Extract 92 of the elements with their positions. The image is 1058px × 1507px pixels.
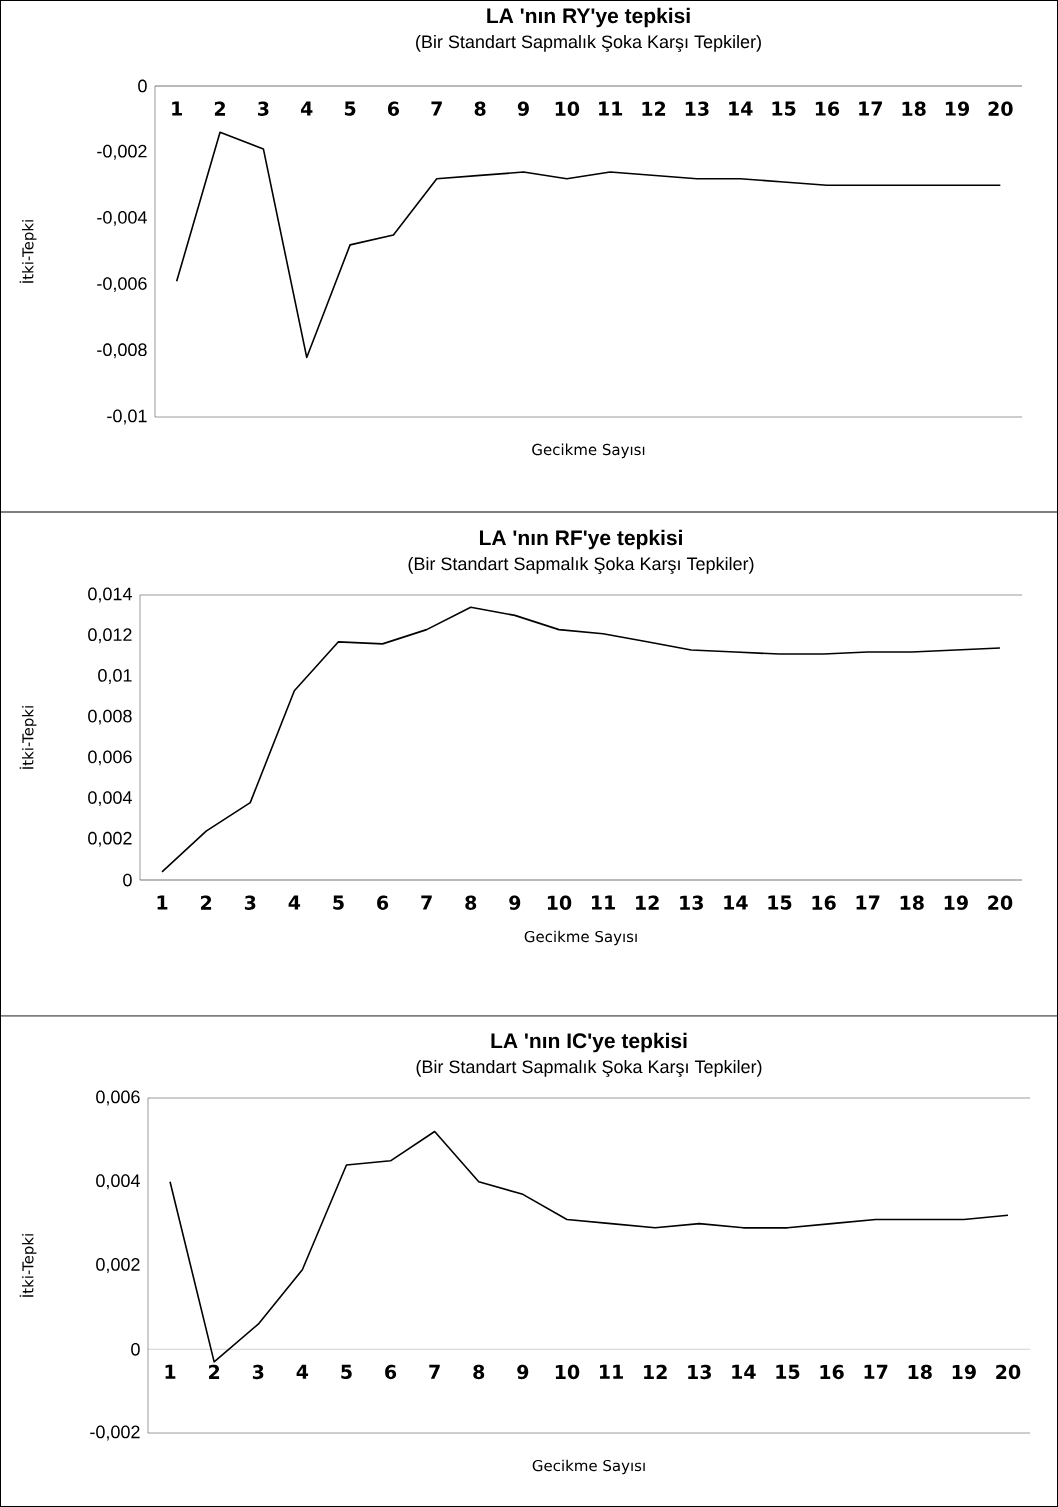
x-tick-label: 17 xyxy=(859,101,882,116)
x-tick-label: 4 xyxy=(300,101,313,116)
x-tick-label: 16 xyxy=(815,101,840,116)
chart-subtitle: (Bir Standart Sapmalık Şoka Karşı Tepkiler) xyxy=(408,556,754,574)
x-tick-label: 7 xyxy=(429,1364,440,1379)
x-tick-label: 13 xyxy=(685,101,709,116)
y-tick-label: 0,002 xyxy=(88,831,132,847)
x-axis-title: Gecikme Sayısı xyxy=(532,1459,645,1475)
y-tick-label: -0,01 xyxy=(107,409,147,425)
x-tick-label: 6 xyxy=(385,1364,397,1380)
y-axis-title: İtki-Tepki xyxy=(19,1234,37,1297)
x-tick-label: 2 xyxy=(201,895,212,910)
x-tick-label: 1 xyxy=(165,1364,176,1379)
x-tick-label: 14 xyxy=(729,101,753,116)
x-tick-label: 16 xyxy=(820,1364,844,1380)
x-tick-label: 10 xyxy=(555,101,580,116)
x-tick-label: 6 xyxy=(387,101,400,116)
x-tick-label: 15 xyxy=(772,101,796,116)
x-tick-label: 4 xyxy=(288,895,301,910)
x-axis-title: Gecikme Sayısı xyxy=(524,930,637,946)
x-tick-label: 3 xyxy=(244,895,256,910)
x-tick-label: 8 xyxy=(473,1364,485,1380)
x-tick-label: 3 xyxy=(258,101,269,116)
x-tick-label: 14 xyxy=(724,895,748,910)
x-tick-label: 10 xyxy=(555,1364,580,1380)
y-tick-label: -0,008 xyxy=(97,343,147,359)
x-tick-label: 19 xyxy=(945,101,969,116)
y-tick-label: 0,014 xyxy=(88,587,132,603)
x-tick-label: 5 xyxy=(341,1364,352,1379)
y-tick-label: -0,002 xyxy=(90,1425,140,1441)
x-tick-label: 3 xyxy=(252,1364,264,1380)
x-tick-label: 9 xyxy=(517,1364,529,1380)
x-tick-label: 12 xyxy=(642,101,666,116)
x-tick-label: 20 xyxy=(996,1364,1021,1380)
x-tick-label: 11 xyxy=(599,101,623,116)
x-tick-label: 5 xyxy=(333,895,344,910)
x-tick-label: 10 xyxy=(547,895,572,910)
x-tick-label: 9 xyxy=(509,895,521,910)
x-tick-label: 7 xyxy=(421,895,432,910)
x-tick-label: 1 xyxy=(157,895,168,910)
chart-title: LA 'nın RY'ye tepkisi xyxy=(487,7,690,28)
y-tick-label: 0,004 xyxy=(96,1174,140,1190)
x-tick-label: 9 xyxy=(517,101,529,116)
y-tick-label: 0 xyxy=(131,1342,140,1356)
x-tick-label: 4 xyxy=(296,1364,309,1379)
x-tick-label: 1 xyxy=(172,101,182,116)
x-tick-label: 8 xyxy=(474,101,486,116)
x-tick-label: 16 xyxy=(812,895,836,910)
y-axis-title: İtki-Tepki xyxy=(19,706,37,769)
x-tick-label: 2 xyxy=(214,101,225,116)
y-tick-label: 0,006 xyxy=(88,750,132,766)
x-tick-label: 8 xyxy=(465,895,477,910)
y-tick-label: 0,008 xyxy=(88,709,132,725)
x-axis-title: Gecikme Sayısı xyxy=(532,443,645,459)
x-tick-label: 14 xyxy=(732,1364,756,1379)
x-tick-label: 5 xyxy=(344,101,356,116)
x-tick-label: 15 xyxy=(776,1364,800,1379)
y-tick-label: 0 xyxy=(123,873,132,887)
y-tick-label: 0,002 xyxy=(96,1258,140,1273)
x-tick-label: 18 xyxy=(902,101,926,116)
x-tick-label: 13 xyxy=(688,1364,711,1380)
y-tick-label: 0,006 xyxy=(96,1090,140,1106)
x-tick-label: 17 xyxy=(864,1364,888,1379)
y-tick-label: -0,006 xyxy=(97,277,147,293)
x-tick-label: 15 xyxy=(768,895,792,910)
x-tick-label: 2 xyxy=(209,1364,220,1379)
x-tick-label: 17 xyxy=(856,895,880,910)
y-tick-label: 0,004 xyxy=(88,791,132,807)
x-tick-label: 13 xyxy=(680,895,703,910)
x-tick-label: 19 xyxy=(944,895,968,910)
y-axis-title: İtki-Tepki xyxy=(19,220,37,283)
chart-subtitle: (Bir Standart Sapmalık Şoka Karşı Tepkiler) xyxy=(416,34,761,52)
x-tick-label: 12 xyxy=(644,1364,667,1379)
y-tick-label: -0,004 xyxy=(97,210,147,226)
x-tick-label: 11 xyxy=(599,1364,623,1379)
y-tick-label: -0,002 xyxy=(97,144,147,160)
x-tick-label: 7 xyxy=(431,101,442,116)
chart-subtitle: (Bir Standart Sapmalık Şoka Karşı Tepkiler) xyxy=(416,1059,762,1077)
chart-title: LA 'nın RF'ye tepkisi xyxy=(479,529,682,550)
x-tick-label: 12 xyxy=(636,895,659,910)
y-tick-label: 0,012 xyxy=(88,628,132,644)
chart-title: LA 'nın IC'ye tepkisi xyxy=(491,1032,687,1053)
line-series xyxy=(161,606,1001,873)
x-tick-label: 20 xyxy=(988,101,1013,116)
y-tick-label: 0,01 xyxy=(98,668,132,684)
x-tick-label: 18 xyxy=(908,1364,932,1380)
x-tick-label: 6 xyxy=(377,895,389,910)
x-tick-label: 18 xyxy=(900,895,924,910)
y-tick-label: 0 xyxy=(138,79,147,93)
x-tick-label: 11 xyxy=(591,895,615,910)
x-tick-label: 19 xyxy=(952,1364,976,1380)
x-tick-label: 20 xyxy=(988,895,1013,910)
